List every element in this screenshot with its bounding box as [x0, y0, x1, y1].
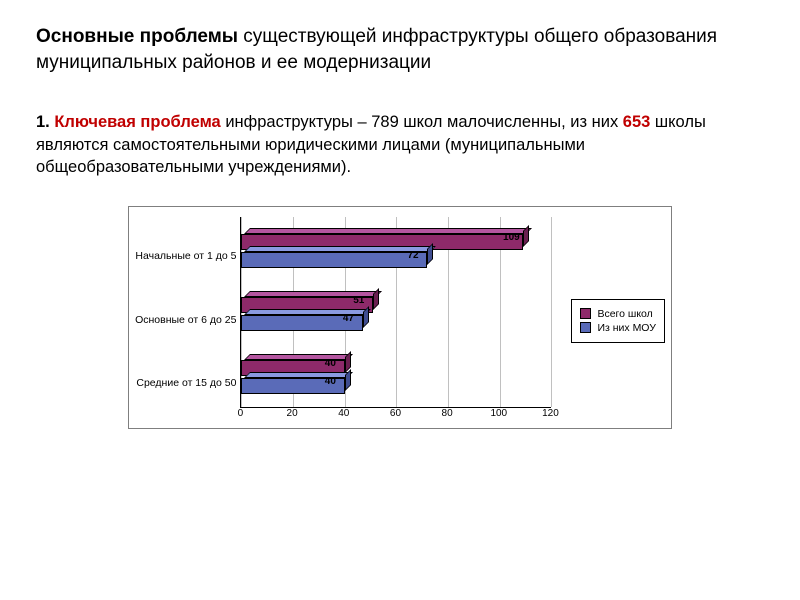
para-mid: инфраструктуры – 789 школ малочисленны, …: [221, 113, 623, 131]
bar-value: 109: [503, 232, 520, 243]
bar: 47: [241, 309, 368, 331]
bar: 40: [241, 372, 350, 394]
x-tick: 0: [238, 408, 244, 419]
y-axis-labels: Начальные от 1 до 5 Основные от 6 до 25 …: [135, 226, 240, 416]
legend-label-2: Из них МОУ: [597, 322, 655, 334]
x-tick: 20: [287, 408, 298, 419]
legend-row-1: Всего школ: [580, 308, 655, 320]
chart-container: Начальные от 1 до 5 Основные от 6 до 25 …: [36, 206, 764, 429]
chart-box: Начальные от 1 до 5 Основные от 6 до 25 …: [128, 206, 672, 429]
x-axis: 020406080100120: [240, 408, 550, 424]
gridline: [551, 217, 552, 407]
legend-swatch-1: [580, 308, 591, 319]
legend-label-1: Всего школ: [597, 308, 652, 320]
cat-label-0: Начальные от 1 до 5: [135, 251, 236, 263]
para-numbold: 1.: [36, 113, 50, 131]
bar-value: 72: [407, 250, 418, 261]
title-bold: Основные проблемы: [36, 26, 238, 47]
key-paragraph: 1. Ключевая проблема инфраструктуры – 78…: [36, 111, 764, 178]
bar: 72: [241, 246, 433, 268]
x-tick: 60: [390, 408, 401, 419]
bar-value: 40: [325, 358, 336, 369]
legend-swatch-2: [580, 322, 591, 333]
para-red1: Ключевая проблема: [50, 113, 221, 131]
bar-value: 40: [325, 376, 336, 387]
cat-label-2: Средние от 15 до 50: [135, 378, 236, 390]
x-tick: 40: [338, 408, 349, 419]
bar-value: 51: [353, 295, 364, 306]
x-tick: 120: [542, 408, 559, 419]
bar-value: 47: [343, 313, 354, 324]
chart-legend: Всего школ Из них МОУ: [571, 299, 664, 343]
para-red2: 653: [623, 113, 651, 131]
page-title: Основные проблемы существующей инфрастру…: [36, 24, 764, 75]
chart-plot: 109 72 51 47 40 40: [240, 217, 551, 408]
legend-row-2: Из них МОУ: [580, 322, 655, 334]
x-tick: 100: [490, 408, 507, 419]
cat-label-1: Основные от 6 до 25: [135, 315, 236, 327]
plot-column: 1097251474040 020406080100120: [240, 217, 551, 424]
x-tick: 80: [442, 408, 453, 419]
